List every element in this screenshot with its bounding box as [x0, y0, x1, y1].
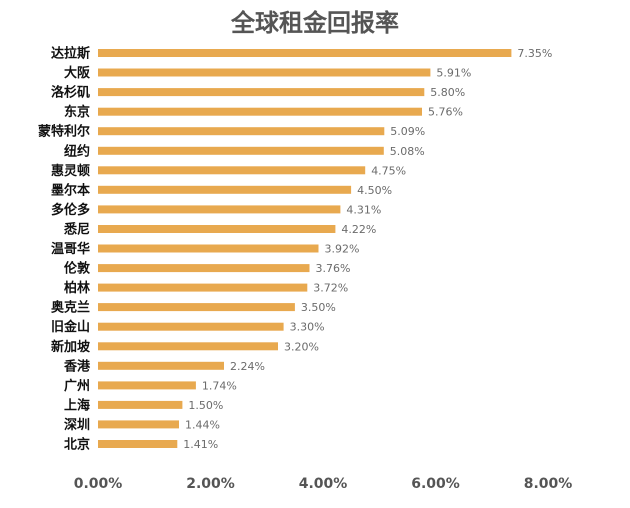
category-labels: 达拉斯大阪洛杉矶东京蒙特利尔纽约惠灵顿墨尔本多伦多悉尼温哥华伦敦柏林奥克兰旧金山…: [38, 46, 91, 453]
bar: [98, 303, 295, 312]
category-label: 墨尔本: [51, 182, 90, 198]
bar: [98, 381, 196, 390]
value-label: 5.08%: [390, 145, 425, 158]
bar: [98, 420, 179, 429]
category-label: 香港: [63, 358, 91, 374]
category-label: 多伦多: [51, 202, 90, 218]
value-labels: 7.35% 5.91% 5.80% 5.76%5.09% 5.08% 4.75% 4.50%…: [183, 47, 552, 451]
x-tick-label: 4.00%: [299, 476, 348, 492]
x-tick-label: 6.00%: [411, 476, 460, 492]
value-label: 1.44%: [185, 418, 220, 431]
bar: [98, 342, 278, 351]
value-label: 5.80%: [430, 86, 465, 99]
value-label: 4.22%: [341, 223, 376, 236]
bar: [98, 205, 341, 214]
category-label: 新加坡: [51, 339, 91, 355]
category-label: 东京: [64, 104, 90, 120]
category-label: 温哥华: [51, 241, 90, 257]
value-label: 1.50%: [188, 399, 223, 412]
category-label: 深圳: [64, 417, 90, 433]
category-label: 洛杉矶: [51, 85, 90, 101]
bar: [98, 146, 384, 155]
value-label: 4.75%: [371, 164, 406, 177]
bar: [98, 88, 425, 97]
category-label: 奥克兰: [51, 300, 90, 316]
bar: [98, 49, 512, 57]
value-label: 3.92%: [325, 243, 360, 256]
x-tick-label: 2.00%: [186, 476, 235, 492]
value-label: 3.30%: [290, 321, 325, 334]
value-label: 5.91%: [436, 67, 471, 80]
category-label: 达拉斯: [51, 46, 90, 62]
value-label: 3.20%: [284, 340, 319, 353]
bar: [98, 244, 319, 253]
bar: [98, 127, 385, 136]
bar: [98, 68, 431, 77]
value-label: 4.50%: [357, 184, 392, 197]
bars-layer: [98, 49, 512, 448]
bar: [98, 225, 336, 233]
category-label: 蒙特利尔: [38, 124, 90, 140]
value-label: 3.50%: [301, 301, 336, 314]
category-label: 广州: [64, 378, 90, 394]
category-label: 旧金山: [51, 319, 90, 335]
value-label: 3.76%: [316, 262, 351, 275]
x-tick-label: 8.00%: [524, 476, 573, 492]
category-label: 上海: [64, 397, 90, 413]
bar: [98, 264, 310, 273]
bar: [98, 322, 284, 331]
x-axis-ticks: 0.00% 2.00% 4.00% 6.00% 8.00%: [74, 476, 573, 492]
category-label: 北京: [64, 437, 90, 453]
value-label: 1.74%: [202, 379, 237, 392]
category-label: 柏林: [64, 280, 90, 296]
value-label: 7.35%: [517, 47, 552, 60]
category-label: 伦敦: [64, 261, 91, 277]
category-label: 纽约: [64, 143, 90, 159]
value-label: 5.09%: [390, 125, 425, 138]
category-label: 惠灵顿: [51, 163, 90, 179]
value-label: 5.76%: [428, 106, 463, 119]
category-label: 悉尼: [63, 222, 90, 238]
chart-title: 全球租金回报率: [230, 9, 399, 37]
bar: [98, 400, 183, 409]
value-label: 4.31%: [346, 203, 381, 216]
bar: [98, 185, 352, 194]
value-label: 3.72%: [313, 282, 348, 295]
category-label: 大阪: [64, 65, 91, 81]
bar: [98, 440, 178, 448]
bar: [98, 283, 308, 292]
bar: [98, 166, 366, 175]
bar: [98, 361, 224, 370]
x-tick-label: 0.00%: [74, 476, 123, 492]
bar: [98, 107, 422, 116]
value-label: 2.24%: [230, 360, 265, 373]
value-label: 1.41%: [183, 438, 218, 451]
